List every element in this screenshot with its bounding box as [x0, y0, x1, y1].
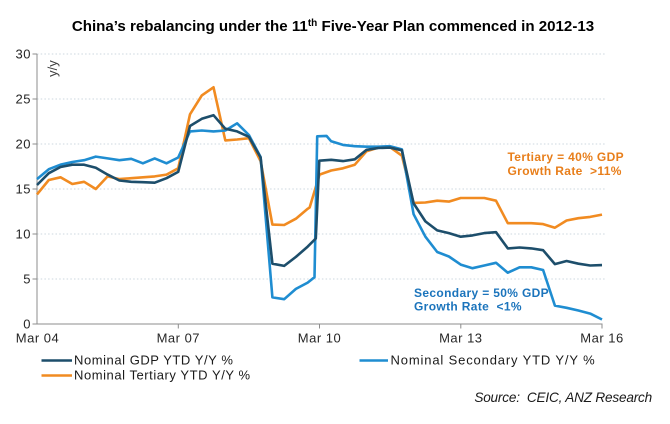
svg-text:Source: CEIC, ANZ Research: Source: CEIC, ANZ Research [474, 390, 652, 405]
svg-text:Mar 10: Mar 10 [298, 330, 341, 345]
svg-text:Mar 16: Mar 16 [580, 330, 623, 345]
svg-text:Mar 07: Mar 07 [157, 330, 200, 345]
svg-text:15: 15 [16, 182, 31, 197]
svg-text:y/y: y/y [45, 60, 60, 77]
svg-text:China’s rebalancing under the: China’s rebalancing under the 11th Five-… [72, 18, 594, 35]
svg-text:Tertiary = 40% GDP: Tertiary = 40% GDP [508, 150, 624, 164]
svg-text:5: 5 [23, 272, 31, 287]
svg-text:25: 25 [16, 92, 31, 107]
svg-text:Mar 04: Mar 04 [16, 330, 59, 345]
svg-text:Nominal Tertiary YTD Y/Y %: Nominal Tertiary YTD Y/Y % [74, 368, 251, 383]
svg-text:Secondary = 50% GDP: Secondary = 50% GDP [414, 286, 549, 300]
svg-text:Growth Rate >11%: Growth Rate >11% [508, 164, 622, 178]
svg-text:Nominal GDP YTD Y/Y %: Nominal GDP YTD Y/Y % [74, 353, 233, 368]
svg-text:20: 20 [16, 137, 31, 152]
svg-text:0: 0 [23, 317, 31, 332]
svg-text:Nominal Secondary YTD Y/Y %: Nominal Secondary YTD Y/Y % [391, 353, 596, 368]
svg-text:10: 10 [16, 227, 31, 242]
svg-text:Mar 13: Mar 13 [439, 330, 482, 345]
svg-text:30: 30 [16, 47, 31, 62]
svg-text:Growth Rate <1%: Growth Rate <1% [414, 300, 522, 314]
